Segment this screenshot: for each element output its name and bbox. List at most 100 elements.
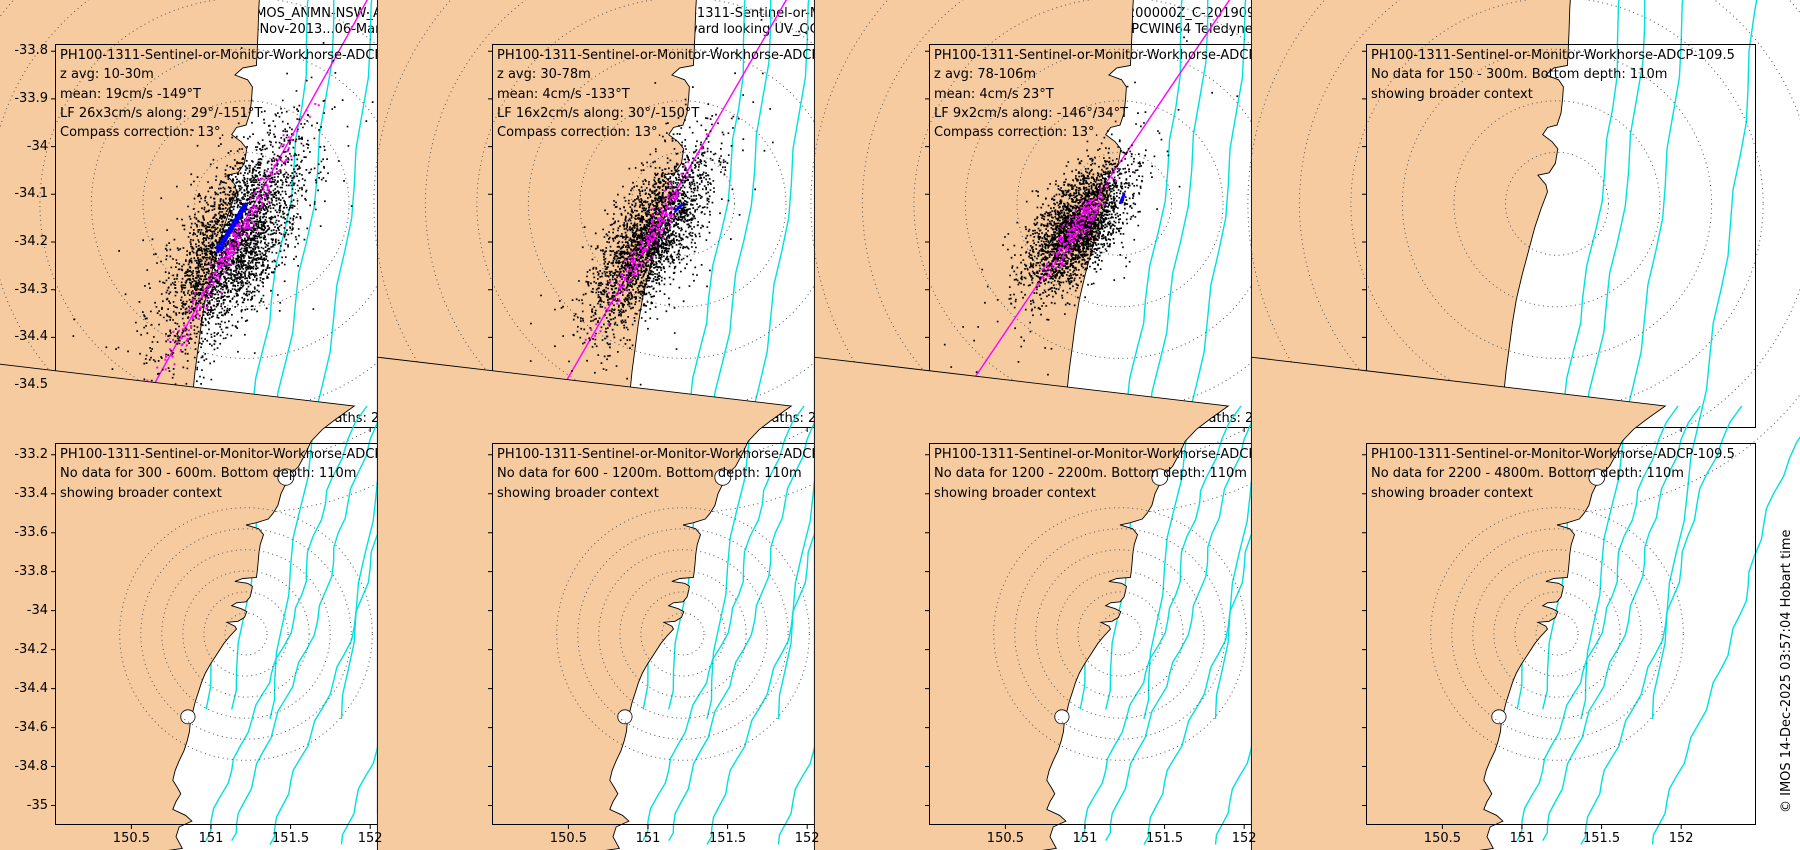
y-tick-label: -33.6	[14, 524, 48, 540]
coastal-lake	[1054, 709, 1070, 725]
speed-ring-40cms	[579, 100, 787, 308]
y-tick-label: -33.8	[14, 563, 48, 579]
y-tick-label: -34.8	[14, 758, 48, 774]
map-canvas	[1250, 356, 1800, 850]
speed-ring-100cms	[577, 528, 789, 740]
x-tick-label: 152	[794, 831, 820, 846]
panel-annotation-line: LF 16x2cm/s along: 30°/-150°T	[497, 105, 700, 121]
speed-ring-40cms	[203, 591, 289, 677]
y-tick-label: -34	[26, 602, 48, 618]
panel-annotation-line: No data for 150 - 300m. Bottom depth: 11…	[1371, 67, 1668, 83]
y-tick-label: -34.4	[14, 680, 48, 696]
speed-ring-100cms	[1014, 528, 1226, 740]
speed-ring-60cms	[619, 570, 747, 698]
axes-frame	[1366, 443, 1756, 825]
speed-ring-80cms	[1035, 549, 1205, 719]
y-tick-label: -34.5	[14, 377, 48, 393]
panel-title: PH100-1311-Sentinel-or-Monitor-Workhorse…	[934, 447, 1298, 462]
land-shape	[0, 363, 356, 850]
panel-annotations: PH100-1311-Sentinel-or-Monitor-Workhorse…	[60, 445, 444, 503]
panel-annotation-line: No data for 300 - 600m. Bottom depth: 11…	[60, 466, 357, 482]
panel-title: PH100-1311-Sentinel-or-Monitor-Workhorse…	[1371, 447, 1735, 462]
speed-ring-40cms	[640, 591, 726, 677]
speed-ring-20cms	[631, 151, 735, 256]
tick-marks	[488, 454, 808, 829]
panel-annotation-line: showing broader context	[1371, 485, 1533, 501]
y-tick-label: -34.1	[14, 186, 48, 202]
isobath-line-1000m	[1105, 405, 1264, 841]
panel-annotation-line: Compass correction: 13°.	[934, 125, 1099, 141]
panel-annotation-line: No data for 1200 - 2200m. Bottom depth: …	[934, 466, 1247, 482]
x-tick-label: 151.5	[1582, 831, 1621, 846]
panel-annotation-line: mean: 4cm/s -133°T	[497, 86, 630, 102]
x-tick-label: 151	[198, 831, 224, 846]
velocity-scatter-cloud	[72, 8, 456, 562]
speed-ring-100cms	[140, 528, 352, 740]
imos-watermark: © IMOS 14-Dec-2025 03:57:04 Hobart time	[1779, 529, 1794, 813]
speed-ring-40cms	[1016, 100, 1224, 308]
coastal-lake	[277, 468, 295, 486]
speed-ring-100cms	[1451, 528, 1663, 740]
tick-marks	[51, 454, 371, 829]
x-tick-label: 152	[1231, 831, 1257, 846]
isobath-line-200m	[1079, 405, 1242, 841]
land-shape	[1250, 356, 1667, 850]
map-canvas	[0, 363, 499, 850]
panel-annotation-line: showing broader context	[497, 485, 659, 501]
panel-annotations: PH100-1311-Sentinel-or-Monitor-Workhorse…	[497, 46, 881, 142]
x-tick-label: 151.5	[271, 831, 310, 846]
panel-annotation-line: z avg: 78-106m	[934, 67, 1037, 83]
x-tick-label: 151	[1509, 831, 1535, 846]
isobath-line-4000m	[1651, 436, 1800, 845]
panel-annotations: PH100-1311-Sentinel-or-Monitor-Workhorse…	[934, 46, 1318, 142]
speed-ring-60cms	[1401, 48, 1713, 359]
x-tick-label: 151.5	[708, 831, 747, 846]
panel-title: PH100-1311-Sentinel-or-Monitor-Workhorse…	[60, 48, 424, 63]
land-shape	[376, 356, 793, 850]
y-tick-label: -33.9	[14, 90, 48, 106]
panel-annotations: PH100-1311-Sentinel-or-Monitor-Workhorse…	[497, 445, 881, 503]
isobath-line-2000m	[1580, 405, 1743, 845]
speed-ring-120cms	[556, 507, 810, 761]
isobath-line-200m	[205, 405, 368, 841]
panel-title: PH100-1311-Sentinel-or-Monitor-Workhorse…	[60, 447, 424, 462]
mean-current-vector	[673, 202, 685, 213]
x-tick-label: 152	[357, 831, 383, 846]
y-tick-label: -34.4	[14, 329, 48, 345]
isobath-line-2000m	[706, 0, 810, 720]
coastal-lake	[1151, 468, 1169, 486]
panel-annotation-line: showing broader context	[60, 485, 222, 501]
mean-current-vector-head	[216, 243, 226, 254]
tick-marks	[925, 454, 1245, 829]
panel-title: PH100-1311-Sentinel-or-Monitor-Workhorse…	[1371, 48, 1735, 63]
y-tick-label: -33.8	[14, 43, 48, 59]
panel-annotations: PH100-1311-Sentinel-or-Monitor-Workhorse…	[1371, 46, 1755, 104]
panel-annotation-line: z avg: 30-78m	[497, 67, 591, 83]
coastal-lake	[180, 709, 196, 725]
coastal-lake	[714, 468, 732, 486]
isobath-line-2000m	[269, 0, 373, 720]
x-tick-label: 151.5	[1145, 831, 1184, 846]
y-tick-label: -34	[26, 138, 48, 154]
y-tick-label: -35	[26, 797, 48, 813]
panel-annotation-line: No data for 2200 - 4800m. Bottom depth: …	[1371, 466, 1684, 482]
isobath-line-2000m	[1580, 0, 1684, 720]
speed-ring-20cms	[1505, 151, 1609, 256]
panel-annotation-line: mean: 19cm/s -149°T	[60, 86, 201, 102]
panel-annotation-line: No data for 600 - 1200m. Bottom depth: 1…	[497, 466, 802, 482]
coastal-lake	[1588, 468, 1606, 486]
y-tick-label: -33.2	[14, 446, 48, 462]
panel-annotation-line: showing broader context	[934, 485, 1096, 501]
x-tick-label: 152	[1668, 831, 1694, 846]
panel-annotations: PH100-1311-Sentinel-or-Monitor-Workhorse…	[934, 445, 1318, 503]
panel-annotation-line: Compass correction: 13°.	[60, 125, 225, 141]
speed-ring-40cms	[142, 100, 350, 308]
y-tick-label: -34.2	[14, 641, 48, 657]
speed-ring-40cms	[1077, 591, 1163, 677]
speed-ring-60cms	[182, 570, 310, 698]
panel-annotations: PH100-1311-Sentinel-or-Monitor-Workhorse…	[60, 46, 444, 142]
speed-ring-20cms	[1098, 612, 1142, 656]
isobath-line-1000m	[668, 405, 827, 841]
mean-current-vector	[1118, 193, 1126, 205]
